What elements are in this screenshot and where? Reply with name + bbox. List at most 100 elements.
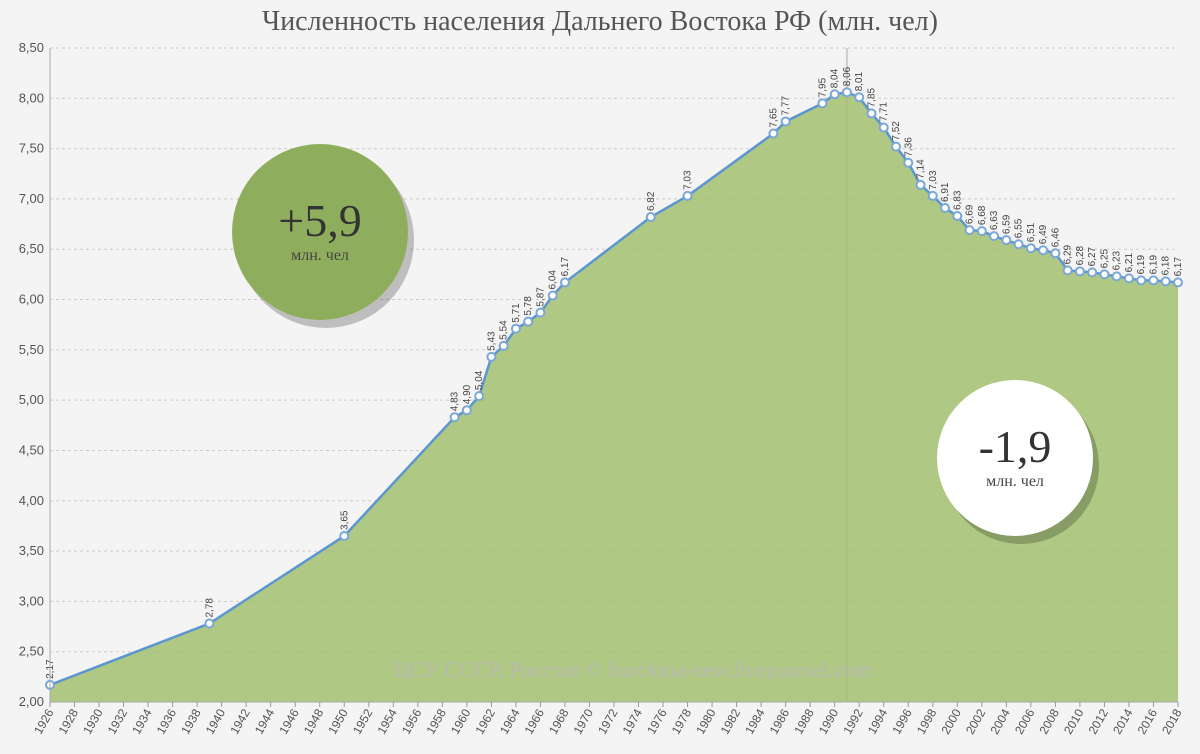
data-point <box>475 392 483 400</box>
data-label: 7,77 <box>781 96 792 116</box>
data-point <box>524 318 532 326</box>
data-label: 6,83 <box>952 190 963 210</box>
data-point <box>1125 274 1133 282</box>
data-label: 6,21 <box>1124 253 1135 273</box>
data-point <box>1174 278 1182 286</box>
data-point <box>966 226 974 234</box>
chart-svg: Численность населения Дальнего Востока Р… <box>0 0 1200 754</box>
y-tick-label: 8,50 <box>19 40 44 55</box>
data-point <box>843 88 851 96</box>
data-label: 2,78 <box>204 598 215 618</box>
data-point <box>205 620 213 628</box>
data-point <box>536 309 544 317</box>
data-label: 6,51 <box>1026 222 1037 242</box>
source-credit: ЦСУ СССР, Росстат © burckina-new.livejou… <box>393 657 872 682</box>
data-label: 5,78 <box>523 296 534 316</box>
data-label: 7,14 <box>916 159 927 179</box>
y-tick-label: 7,00 <box>19 191 44 206</box>
data-point <box>647 213 655 221</box>
data-label: 5,87 <box>535 287 546 307</box>
data-point <box>463 406 471 414</box>
data-point <box>1064 266 1072 274</box>
data-point <box>1051 249 1059 257</box>
y-tick-label: 7,50 <box>19 141 44 156</box>
badge-value: +5,9 <box>278 195 361 246</box>
data-point <box>1015 240 1023 248</box>
data-point <box>904 159 912 167</box>
data-label: 6,68 <box>977 205 988 225</box>
data-label: 6,82 <box>646 191 657 211</box>
data-label: 6,55 <box>1014 218 1025 238</box>
data-point <box>1113 272 1121 280</box>
data-label: 4,90 <box>462 384 473 404</box>
data-label: 7,71 <box>879 102 890 122</box>
data-point <box>941 204 949 212</box>
chart-title: Численность населения Дальнего Востока Р… <box>262 6 938 37</box>
data-point <box>990 232 998 240</box>
badge-unit: млн. чел <box>986 473 1044 490</box>
data-point <box>1027 244 1035 252</box>
data-point <box>782 117 790 125</box>
data-label: 8,04 <box>830 68 841 88</box>
data-point <box>1088 268 1096 276</box>
data-point <box>1149 276 1157 284</box>
y-tick-label: 2,00 <box>19 694 44 709</box>
data-point <box>929 192 937 200</box>
data-point <box>953 212 961 220</box>
data-label: 5,54 <box>499 320 510 340</box>
y-tick-label: 4,50 <box>19 442 44 457</box>
data-label: 6,23 <box>1112 250 1123 270</box>
data-point <box>867 109 875 117</box>
data-point <box>1100 270 1108 278</box>
badge-unit: млн. чел <box>291 247 349 264</box>
data-label: 7,85 <box>866 87 877 107</box>
data-label: 6,17 <box>560 257 571 277</box>
data-point <box>769 130 777 138</box>
data-label: 5,71 <box>511 303 522 323</box>
y-tick-label: 8,00 <box>19 90 44 105</box>
data-label: 8,06 <box>842 66 853 86</box>
data-label: 6,19 <box>1148 255 1159 275</box>
y-tick-label: 2,50 <box>19 644 44 659</box>
data-label: 6,49 <box>1038 224 1049 244</box>
data-point <box>831 90 839 98</box>
data-label: 6,25 <box>1099 248 1110 268</box>
y-tick-label: 5,00 <box>19 392 44 407</box>
data-label: 7,36 <box>903 137 914 157</box>
data-label: 8,01 <box>854 71 865 91</box>
y-tick-label: 5,50 <box>19 342 44 357</box>
data-label: 7,65 <box>768 108 779 128</box>
data-label: 6,04 <box>548 270 559 290</box>
data-point <box>512 325 520 333</box>
data-label: 6,19 <box>1136 255 1147 275</box>
data-point <box>818 99 826 107</box>
data-point <box>1039 246 1047 254</box>
data-point <box>1162 277 1170 285</box>
data-label: 5,04 <box>474 370 485 390</box>
data-label: 6,91 <box>940 182 951 202</box>
data-label: 6,69 <box>965 204 976 224</box>
data-point <box>487 353 495 361</box>
y-tick-label: 3,00 <box>19 593 44 608</box>
data-label: 5,43 <box>486 331 497 351</box>
data-point <box>1076 267 1084 275</box>
badge-value: -1,9 <box>979 421 1052 472</box>
data-label: 6,18 <box>1161 256 1172 276</box>
data-label: 6,46 <box>1050 227 1061 247</box>
data-label: 6,17 <box>1173 257 1184 277</box>
data-label: 6,63 <box>989 210 1000 230</box>
y-tick-label: 6,00 <box>19 292 44 307</box>
y-tick-label: 6,50 <box>19 241 44 256</box>
data-label: 6,28 <box>1075 245 1086 265</box>
data-point <box>1002 236 1010 244</box>
data-point <box>500 342 508 350</box>
data-point <box>340 532 348 540</box>
data-label: 4,83 <box>450 391 461 411</box>
data-point <box>978 227 986 235</box>
data-point <box>549 292 557 300</box>
data-label: 7,03 <box>928 170 939 190</box>
data-point <box>1137 276 1145 284</box>
data-label: 7,95 <box>817 77 828 97</box>
data-point <box>855 93 863 101</box>
data-label: 6,27 <box>1087 246 1098 266</box>
